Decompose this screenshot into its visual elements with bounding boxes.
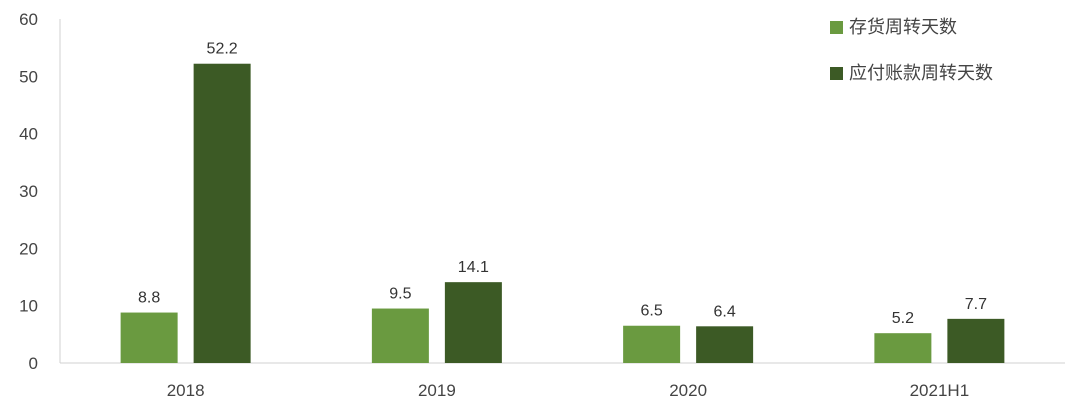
x-tick-label: 2021H1	[910, 381, 970, 400]
y-axis: 0 10 20 30 40 50 60	[19, 10, 61, 373]
y-tick-label: 40	[19, 125, 38, 144]
bar	[696, 326, 754, 363]
data-label: 52.2	[207, 41, 238, 58]
y-tick-label: 10	[19, 297, 38, 316]
data-label: 8.8	[138, 290, 160, 307]
data-label: 6.5	[641, 303, 663, 320]
data-label: 5.2	[892, 310, 914, 327]
x-tick-label: 2020	[669, 381, 707, 400]
bar	[120, 312, 178, 363]
legend-swatch	[830, 21, 843, 34]
bar	[193, 63, 251, 363]
data-label: 14.1	[458, 259, 489, 276]
legend-label: 应付账款周转天数	[849, 63, 993, 84]
bars: 8.8 9.5 6.5 5.2 52.2 14.1 6.4 7.7	[120, 41, 1005, 363]
legend-label: 存货周转天数	[849, 17, 957, 38]
bar	[371, 308, 429, 363]
x-tick-label: 2018	[167, 381, 205, 400]
bar	[623, 325, 681, 363]
y-tick-label: 30	[19, 182, 38, 201]
y-tick-label: 50	[19, 67, 38, 86]
legend-swatch	[830, 67, 843, 80]
x-tick-label: 2019	[418, 381, 456, 400]
data-label: 6.4	[714, 303, 736, 320]
data-label: 9.5	[389, 286, 411, 303]
x-axis: 2018 2019 2020 2021H1	[60, 362, 1065, 400]
y-tick-label: 20	[19, 239, 38, 258]
y-tick-label: 0	[29, 354, 38, 373]
bar	[874, 333, 932, 363]
bar	[947, 318, 1005, 363]
bar	[444, 282, 502, 363]
y-tick-label: 60	[19, 10, 38, 29]
data-label: 7.7	[965, 296, 987, 313]
